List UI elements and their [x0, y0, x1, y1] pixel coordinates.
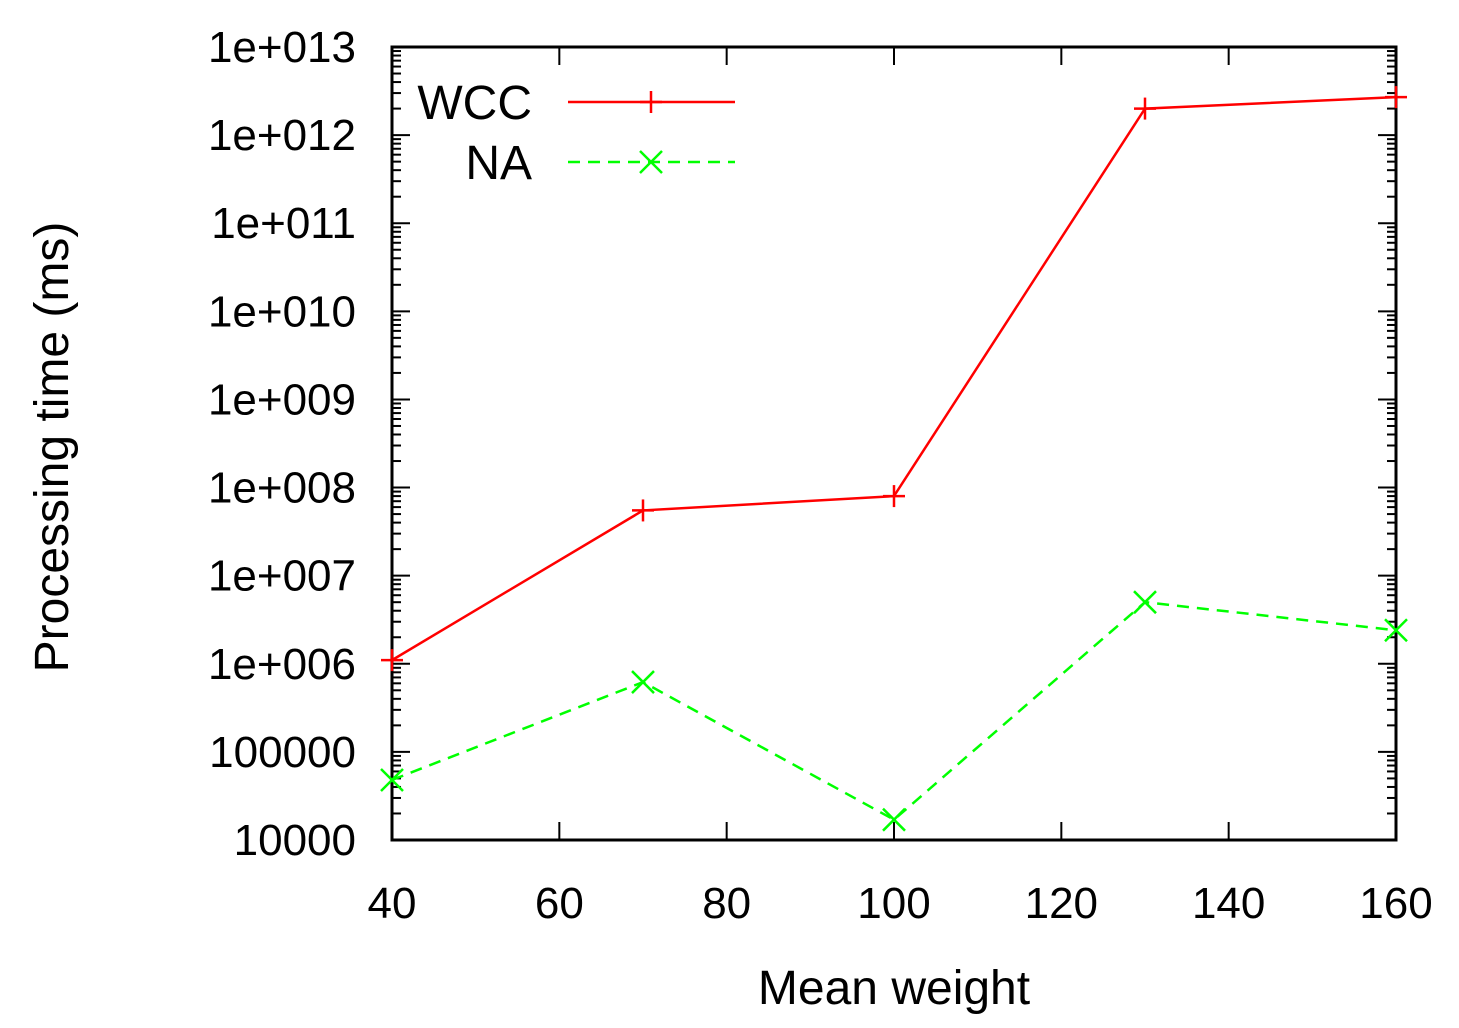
x-tick-label: 160 [1359, 879, 1432, 928]
data-point-na [882, 807, 906, 832]
y-tick-label: 1e+006 [208, 640, 356, 689]
y-tick-label: 1e+011 [211, 199, 356, 248]
data-point-wcc [1134, 97, 1156, 120]
data-point-na [1133, 590, 1157, 615]
y-axis: 10000 100000 1e+006 1e+007 1e+008 1e+009 1e+01… [208, 23, 1396, 865]
series-layer [380, 86, 1408, 832]
x-tick-label: 40 [368, 879, 417, 928]
series-line-na [391, 600, 1397, 822]
y-tick-label: 1e+009 [208, 375, 356, 424]
x-axis: 40 60 80 100 120 140 160 [368, 47, 1433, 928]
data-point-na [631, 670, 655, 694]
y-tick-label: 1e+007 [208, 552, 356, 601]
y-axis-title: Processing time (ms) [26, 222, 79, 673]
x-tick-label: 80 [702, 879, 751, 928]
x-tick-label: 140 [1192, 879, 1265, 928]
legend-marker-na [639, 150, 663, 174]
y-tick-label: 1e+008 [208, 464, 356, 513]
legend-label-na: NA [465, 137, 532, 190]
y-tick-label: 10000 [234, 816, 356, 865]
x-tick-label: 100 [857, 879, 930, 928]
data-point-na [1384, 618, 1408, 643]
data-point-wcc [381, 649, 403, 672]
data-point-wcc [883, 485, 905, 508]
x-tick-label: 120 [1025, 879, 1098, 928]
legend-label-wcc: WCC [417, 77, 532, 130]
y-tick-label: 100000 [209, 728, 356, 777]
legend-marker-wcc [640, 91, 662, 113]
x-axis-title: Mean weight [758, 962, 1030, 1015]
data-point-wcc [1385, 86, 1407, 109]
y-tick-label: 1e+010 [208, 287, 356, 336]
data-point-na [380, 768, 404, 792]
x-tick-label: 60 [535, 879, 584, 928]
y-tick-label: 1e+013 [208, 23, 356, 72]
data-point-wcc [632, 499, 654, 522]
y-tick-label: 1e+012 [208, 111, 356, 160]
legend: WCC NA [417, 77, 735, 190]
